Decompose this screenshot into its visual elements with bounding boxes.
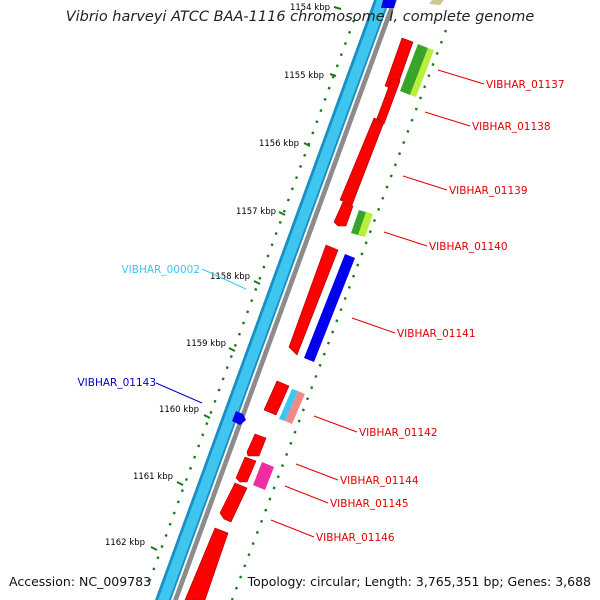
gene-label[interactable]: VIBHAR_01141 bbox=[397, 328, 476, 340]
tick-mark bbox=[253, 280, 261, 285]
gene-label[interactable]: VIBHAR_01143 bbox=[77, 377, 156, 389]
gene-label[interactable]: VIBHAR_01142 bbox=[359, 427, 438, 439]
dotted-line-left bbox=[146, 19, 356, 586]
gene-label[interactable]: VIBHAR_01139 bbox=[449, 185, 528, 197]
tick-mark bbox=[278, 211, 286, 216]
cds-pink-01142[interactable] bbox=[285, 391, 305, 424]
tick-label: 1156 kbp bbox=[259, 139, 299, 149]
leader-lines bbox=[155, 69, 485, 538]
cds-red-bottom[interactable] bbox=[184, 527, 229, 600]
tick-label: 1162 kbp bbox=[105, 538, 145, 548]
cds-blue-top[interactable] bbox=[381, 0, 396, 8]
cds-red-01146[interactable] bbox=[219, 482, 248, 523]
topology-text: Topology: circular; Length: 3,765,351 bp… bbox=[247, 574, 591, 589]
tick-mark bbox=[333, 6, 342, 10]
cds-blue-01143[interactable] bbox=[232, 411, 246, 425]
tick-mark bbox=[203, 414, 211, 419]
leader-01142 bbox=[313, 415, 358, 433]
backbone-gray bbox=[173, 0, 397, 600]
cds-magenta-01145[interactable] bbox=[253, 462, 274, 490]
scale-ticks: 1154 kbp 1155 kbp 1156 kbp 1157 kbp 1158… bbox=[105, 3, 342, 551]
backbone bbox=[155, 0, 397, 600]
cds-olive-top[interactable] bbox=[429, 0, 444, 5]
cds-red-01141[interactable] bbox=[288, 244, 339, 356]
tick-mark bbox=[303, 142, 311, 147]
cds-blue-01141[interactable] bbox=[304, 254, 355, 362]
cds-yellowgreen-01140[interactable] bbox=[358, 212, 373, 237]
leader-01138 bbox=[424, 111, 471, 127]
leader-00002 bbox=[201, 268, 247, 290]
tick-mark bbox=[176, 481, 184, 486]
tick-label: 1158 kbp bbox=[210, 272, 250, 282]
cds-green-01137[interactable] bbox=[400, 44, 428, 95]
leader-01141 bbox=[351, 317, 396, 334]
leader-01144 bbox=[295, 463, 339, 481]
tick-label: 1154 kbp bbox=[290, 3, 330, 13]
tick-label: 1161 kbp bbox=[133, 472, 173, 482]
tick-label: 1155 kbp bbox=[284, 71, 324, 81]
cds-red-01144[interactable] bbox=[246, 433, 267, 457]
backbone-blue-inner bbox=[158, 0, 388, 600]
cds-yellowgreen-01137[interactable] bbox=[410, 48, 434, 97]
cds-red-01142[interactable] bbox=[263, 380, 290, 416]
features bbox=[184, 0, 444, 600]
gene-label[interactable]: VIBHAR_01144 bbox=[340, 475, 419, 487]
tick-mark bbox=[228, 347, 236, 352]
dotted-lines bbox=[146, 19, 448, 600]
leader-01146 bbox=[270, 519, 315, 538]
gene-labels: VIBHAR_01137 VIBHAR_01138 VIBHAR_01139 V… bbox=[77, 79, 564, 544]
map-title: Vibrio harveyi ATCC BAA-1116 chromosome … bbox=[65, 9, 535, 25]
cds-red-01139[interactable] bbox=[339, 117, 385, 206]
gene-label[interactable]: VIBHAR_00002 bbox=[121, 264, 200, 276]
leader-01139 bbox=[402, 175, 448, 191]
gene-label[interactable]: VIBHAR_01138 bbox=[472, 121, 551, 133]
cds-red-01140[interactable] bbox=[333, 201, 354, 227]
leader-01145 bbox=[284, 485, 329, 504]
gene-label[interactable]: VIBHAR_01140 bbox=[429, 241, 508, 253]
leader-01143 bbox=[155, 382, 203, 404]
leader-01140 bbox=[383, 231, 428, 247]
tick-mark bbox=[329, 73, 337, 77]
tick-label: 1157 kbp bbox=[236, 207, 276, 217]
cds-red-01144b[interactable] bbox=[235, 456, 257, 483]
tick-mark bbox=[150, 546, 158, 551]
tick-label: 1159 kbp bbox=[186, 339, 226, 349]
gene-label[interactable]: VIBHAR_01145 bbox=[330, 498, 409, 510]
leader-01137 bbox=[437, 69, 485, 85]
cds-cyan-01142[interactable] bbox=[279, 389, 298, 421]
gene-label[interactable]: VIBHAR_01137 bbox=[486, 79, 565, 91]
cds-red-01138[interactable] bbox=[375, 77, 401, 125]
accession-text: Accession: NC_009783 bbox=[9, 574, 152, 589]
gene-label[interactable]: VIBHAR_01146 bbox=[316, 532, 395, 544]
tick-label: 1160 kbp bbox=[159, 405, 199, 415]
